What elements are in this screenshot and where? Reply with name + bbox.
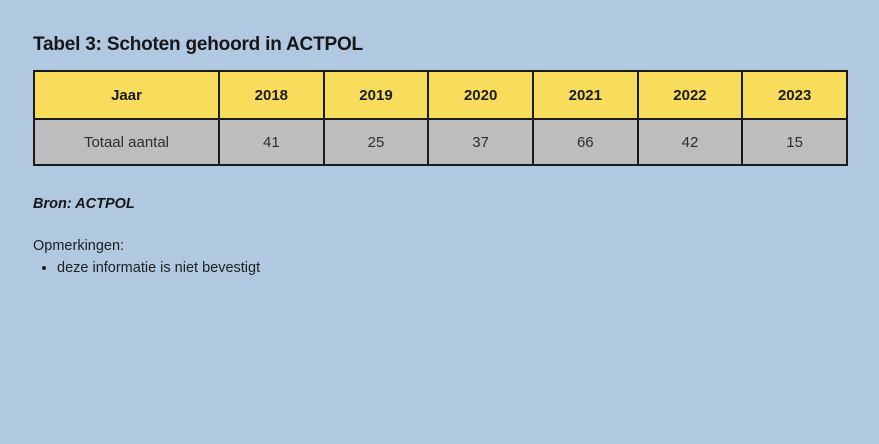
table-header-cell-2023: 2023 <box>741 70 848 120</box>
value-cell-2018: 41 <box>218 118 325 166</box>
table-row: Totaal aantal 41 25 37 66 42 15 <box>33 118 848 166</box>
value-cell-2019: 25 <box>322 118 430 166</box>
data-table: Jaar 2018 2019 2020 2021 2022 2023 Totaa… <box>33 70 848 166</box>
note-item: deze informatie is niet bevestigt <box>57 258 848 280</box>
value-cell-2020: 37 <box>427 118 534 166</box>
notes-heading: Opmerkingen: <box>33 238 125 254</box>
table-header-cell-2019: 2019 <box>322 70 430 120</box>
value-cell-2022: 42 <box>636 118 744 166</box>
page-title: Tabel 3: Schoten gehoord in ACTPOL <box>33 34 363 55</box>
table-header-cell-2018: 2018 <box>218 70 325 120</box>
value-cell-2023: 15 <box>741 118 848 166</box>
table-header-cell-jaar: Jaar <box>33 70 220 120</box>
document-content: Tabel 3: Schoten gehoord in ACTPOL Jaar … <box>33 34 848 280</box>
table-header-cell-2021: 2021 <box>531 70 639 120</box>
table-header-row: Jaar 2018 2019 2020 2021 2022 2023 <box>33 70 848 120</box>
table-header-cell-2022: 2022 <box>636 70 744 120</box>
row-label-cell: Totaal aantal <box>33 118 220 166</box>
source-note: Bron: ACTPOL <box>33 196 135 212</box>
value-cell-2021: 66 <box>531 118 639 166</box>
table-header-cell-2020: 2020 <box>427 70 534 120</box>
notes-list: deze informatie is niet bevestigt <box>33 258 848 280</box>
